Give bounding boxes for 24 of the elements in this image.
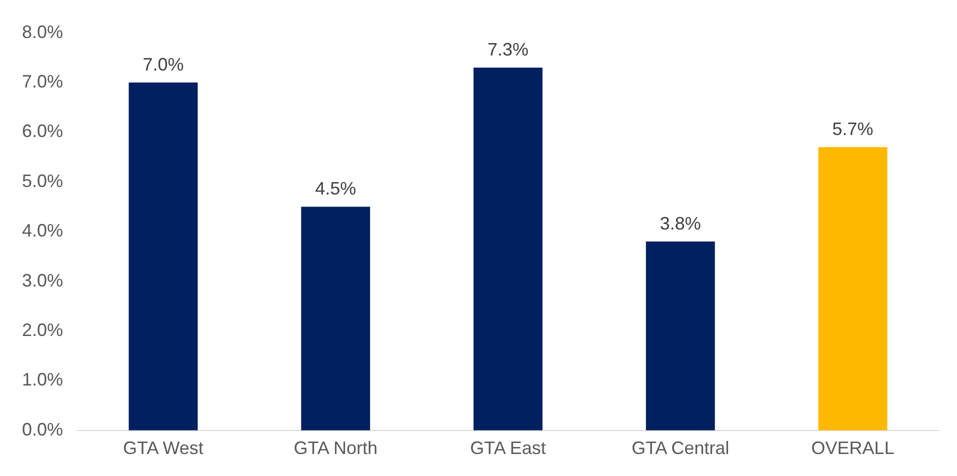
bar bbox=[646, 242, 715, 430]
bar bbox=[301, 206, 370, 430]
bar bbox=[818, 147, 888, 430]
y-tick-label: 4.0% bbox=[22, 220, 64, 241]
x-tick-label: OVERALL bbox=[811, 438, 894, 458]
x-tick-label: GTA North bbox=[294, 438, 378, 458]
y-tick-label: 2.0% bbox=[22, 320, 64, 340]
data-label: 7.0% bbox=[142, 54, 184, 74]
bar bbox=[128, 82, 198, 430]
y-tick-label: 1.0% bbox=[22, 370, 64, 390]
y-tick-label: 8.0% bbox=[22, 22, 64, 42]
x-tick-label: GTA West bbox=[123, 438, 204, 458]
y-tick-label: 3.0% bbox=[22, 270, 64, 290]
y-tick-label: 6.0% bbox=[22, 121, 64, 142]
data-label: 7.3% bbox=[488, 40, 529, 60]
y-tick-label: 5.0% bbox=[22, 170, 64, 191]
bar bbox=[474, 68, 542, 430]
y-tick-label: 7.0% bbox=[22, 71, 64, 92]
x-tick-label: GTA East bbox=[470, 438, 546, 458]
y-tick-label: 0.0% bbox=[22, 419, 64, 440]
data-label: 4.5% bbox=[315, 178, 356, 199]
data-label: 3.8% bbox=[660, 214, 701, 234]
x-tick-label: GTA Central bbox=[632, 438, 730, 458]
data-label: 5.7% bbox=[832, 119, 874, 140]
